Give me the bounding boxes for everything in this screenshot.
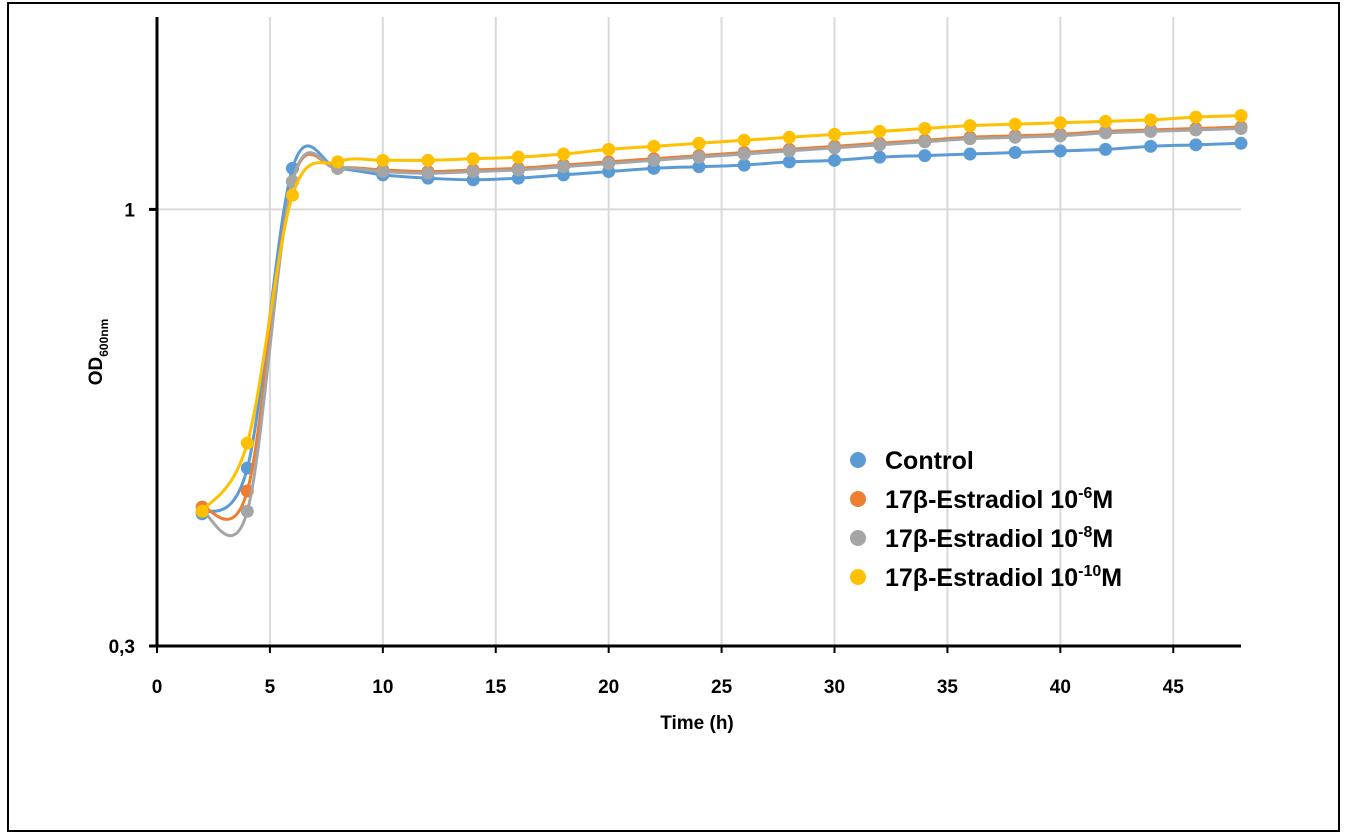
data-point xyxy=(963,147,977,161)
data-point xyxy=(1234,136,1248,150)
x-tick-label: 45 xyxy=(1163,677,1185,698)
legend-item: 17β-Estradiol 10-10M xyxy=(850,563,1122,592)
data-point xyxy=(647,153,661,167)
data-point xyxy=(557,160,570,174)
legend-item: Control xyxy=(850,447,974,475)
data-point xyxy=(240,504,254,518)
legend-label: Control xyxy=(885,447,974,475)
data-point xyxy=(1099,114,1112,128)
legend-item: 17β-Estradiol 10-6M xyxy=(850,485,1113,514)
data-point xyxy=(737,133,751,147)
legend: Control 17β-Estradiol 10-6M 17β-Estradiol … xyxy=(850,447,1122,592)
data-point xyxy=(1144,113,1158,127)
y-axis-title: OD600nm xyxy=(86,319,111,386)
data-point xyxy=(1008,145,1022,159)
data-point xyxy=(1053,116,1067,130)
data-point xyxy=(602,142,616,156)
legend-marker xyxy=(850,530,866,546)
x-tick-label: 15 xyxy=(485,677,507,698)
data-point xyxy=(692,150,706,164)
data-point xyxy=(557,147,570,161)
data-point xyxy=(873,138,887,152)
x-tick-label: 40 xyxy=(1050,677,1071,698)
data-point xyxy=(1053,129,1067,143)
data-point xyxy=(782,155,796,169)
data-point xyxy=(828,127,841,141)
data-point xyxy=(1189,138,1203,152)
data-point xyxy=(376,165,390,179)
data-point xyxy=(331,155,345,169)
data-point xyxy=(918,149,932,163)
legend-marker xyxy=(850,452,866,468)
data-point xyxy=(240,436,254,450)
grid-lines xyxy=(157,17,1241,646)
y-tick-label: 1 xyxy=(124,200,135,221)
chart-frame xyxy=(7,2,1340,832)
data-point xyxy=(286,188,299,202)
data-point xyxy=(421,153,435,167)
legend-label: 17β-Estradiol 10-8M xyxy=(885,524,1113,553)
data-point xyxy=(737,147,751,161)
data-point xyxy=(873,124,887,138)
data-point xyxy=(737,158,751,172)
data-point xyxy=(466,152,480,166)
series-layer xyxy=(195,109,1248,538)
x-axis-title: Time (h) xyxy=(660,713,734,734)
x-tick-label: 20 xyxy=(598,677,619,698)
legend-label: 17β-Estradiol 10-6M xyxy=(885,485,1113,514)
data-point xyxy=(1189,123,1203,137)
data-point xyxy=(1234,121,1248,135)
legend-marker xyxy=(850,491,866,507)
x-tick-label: 0 xyxy=(152,677,163,698)
data-point xyxy=(1053,144,1067,158)
data-point xyxy=(828,141,841,155)
data-point xyxy=(466,165,480,179)
y-tick-label: 0,3 xyxy=(109,637,135,658)
legend-marker xyxy=(850,569,866,585)
x-tick-label: 25 xyxy=(711,677,733,698)
data-point xyxy=(692,136,706,150)
data-point xyxy=(1234,109,1248,123)
data-point xyxy=(376,153,390,167)
data-point xyxy=(602,156,616,170)
x-tick-label: 35 xyxy=(937,677,959,698)
data-point xyxy=(782,144,796,158)
data-point xyxy=(692,160,706,174)
data-point xyxy=(511,163,525,177)
data-point xyxy=(195,504,209,518)
x-tick-label: 5 xyxy=(265,677,276,698)
data-point xyxy=(1008,117,1022,131)
y-axis-title-subscript: 600nm xyxy=(97,319,111,357)
data-point xyxy=(1144,139,1158,153)
data-point xyxy=(1189,110,1203,124)
series-2 xyxy=(195,121,1248,538)
data-point xyxy=(918,121,932,135)
axes xyxy=(149,17,1241,653)
data-point xyxy=(1099,126,1112,140)
legend-item: 17β-Estradiol 10-8M xyxy=(850,524,1113,553)
data-point xyxy=(511,150,525,164)
data-point xyxy=(782,130,796,144)
legend-label: 17β-Estradiol 10-10M xyxy=(885,563,1122,592)
data-point xyxy=(873,150,887,164)
data-point xyxy=(828,153,841,167)
data-point xyxy=(647,139,661,153)
data-point xyxy=(963,119,977,133)
data-point xyxy=(421,166,435,180)
svg-text:OD600nm: OD600nm xyxy=(86,319,111,386)
x-tick-label: 30 xyxy=(824,677,845,698)
data-point xyxy=(1099,142,1112,156)
tick-labels: 0 5 10 15 20 25 30 35 40 45 0,3 1 xyxy=(109,200,1185,698)
data-point xyxy=(963,132,977,146)
y-axis-title-main: OD xyxy=(86,357,107,386)
data-point xyxy=(1144,124,1158,138)
series-3 xyxy=(195,109,1248,518)
data-point xyxy=(1008,130,1022,144)
data-point xyxy=(918,135,932,149)
x-tick-label: 10 xyxy=(372,677,393,698)
